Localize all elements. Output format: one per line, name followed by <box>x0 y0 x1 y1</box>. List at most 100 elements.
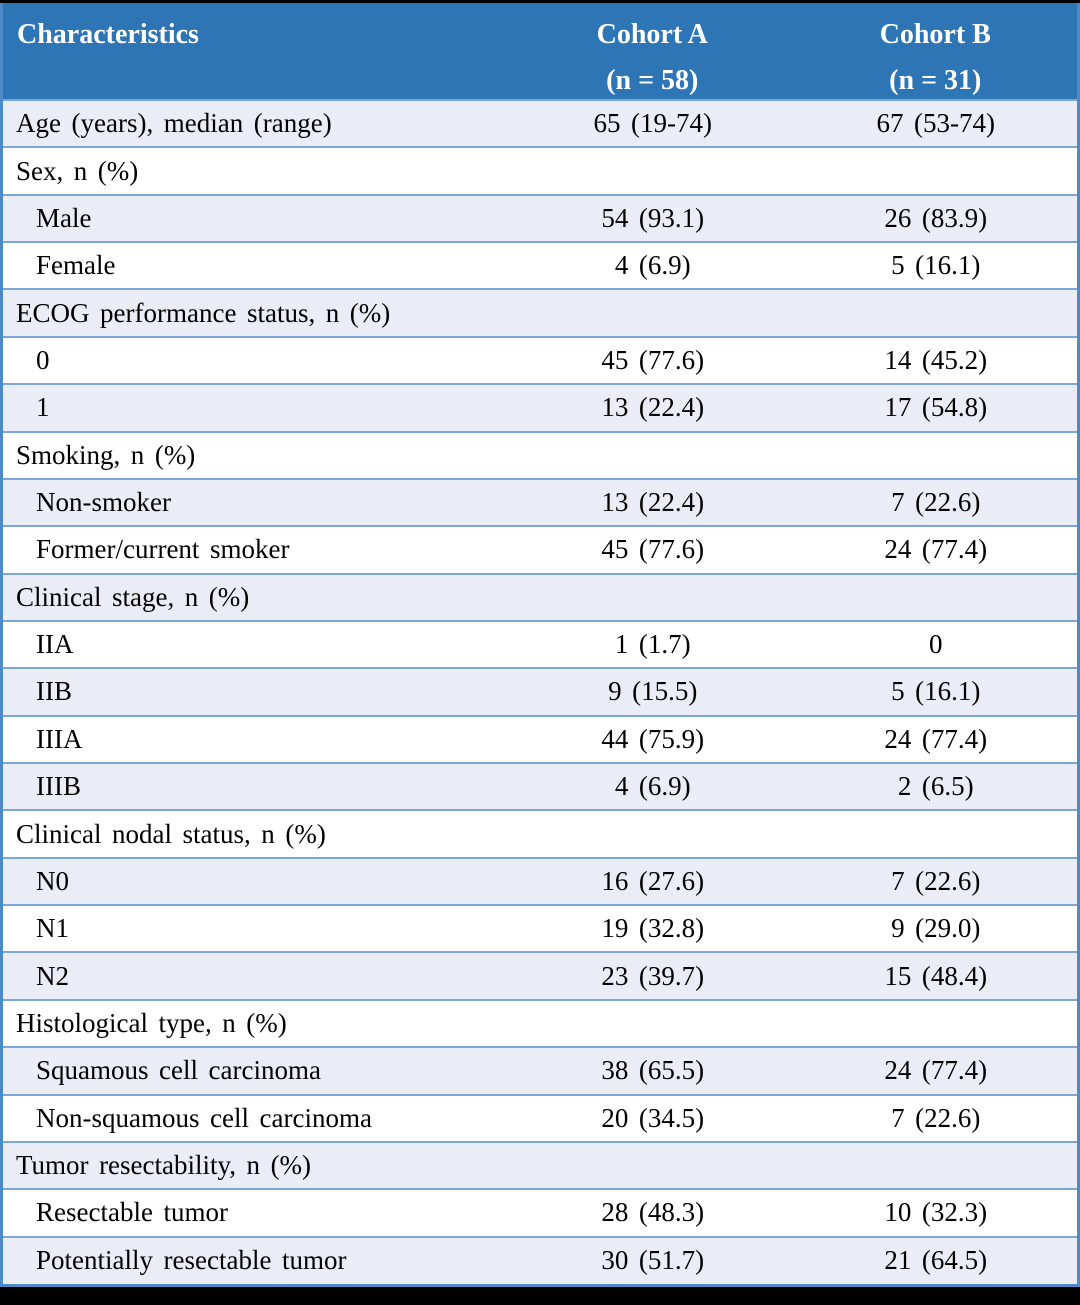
cohort-b-value: 24 (77.4) <box>794 714 1077 764</box>
cohort-a-title: Cohort A <box>596 19 708 50</box>
row-label: Potentially resectable tumor <box>3 1235 511 1284</box>
cohort-b-value: 26 (83.9) <box>794 193 1077 243</box>
cohort-b-n: (n = 31) <box>889 65 982 96</box>
cohort-a-value: 38 (65.5) <box>511 1046 795 1095</box>
cohort-b-value: 2 (6.5) <box>794 762 1077 811</box>
cohort-a-value: 4 (6.9) <box>511 762 795 811</box>
cohort-b-value: 5 (16.1) <box>794 241 1077 290</box>
table-row: Former/current smoker 45 (77.6) 24 (77.4) <box>3 525 1077 574</box>
row-label: IIIA <box>3 714 511 764</box>
row-label: Resectable tumor <box>3 1188 511 1237</box>
cohort-a-value: 20 (34.5) <box>511 1093 795 1142</box>
characteristics-table: Characteristics Cohort A (n = 58) Cohort… <box>3 3 1077 1284</box>
table-row: 0 45 (77.6) 14 (45.2) <box>3 335 1077 385</box>
cohort-a-value: 13 (22.4) <box>511 477 795 527</box>
cohort-a-value: 54 (93.1) <box>511 193 795 243</box>
row-label: Male <box>3 193 511 243</box>
cohort-b-value <box>794 998 1077 1048</box>
table-header: Characteristics Cohort A (n = 58) Cohort… <box>3 3 1077 100</box>
table-row: N0 16 (27.6) 7 (22.6) <box>3 856 1077 906</box>
row-label: IIIB <box>3 762 511 811</box>
row-label: 1 <box>3 383 511 432</box>
row-label: Non-squamous cell carcinoma <box>3 1093 511 1142</box>
cohort-a-value: 44 (75.9) <box>511 714 795 764</box>
cohort-b-value: 7 (22.6) <box>794 477 1077 527</box>
table-row: Squamous cell carcinoma 38 (65.5) 24 (77.4… <box>3 1046 1077 1095</box>
cohort-b-value: 67 (53-74) <box>794 98 1077 148</box>
cohort-a-value <box>511 430 795 479</box>
table-row: IIIA 44 (75.9) 24 (77.4) <box>3 714 1077 764</box>
table-row: IIIB 4 (6.9) 2 (6.5) <box>3 762 1077 811</box>
table-row: Non-smoker 13 (22.4) 7 (22.6) <box>3 477 1077 527</box>
cohort-a-value: 45 (77.6) <box>511 335 795 385</box>
cohort-a-value <box>511 1140 795 1190</box>
table-row: N1 19 (32.8) 9 (29.0) <box>3 904 1077 953</box>
header-cohort-a: Cohort A (n = 58) <box>511 3 795 100</box>
table-row: Age (years), median (range) 65 (19-74) 67 … <box>3 98 1077 148</box>
row-label: Female <box>3 241 511 290</box>
cohort-b-value: 5 (16.1) <box>794 667 1077 716</box>
cohort-b-value <box>794 146 1077 195</box>
cohort-a-n: (n = 58) <box>606 65 699 96</box>
cohort-a-value: 4 (6.9) <box>511 241 795 290</box>
row-label: Sex, n (%) <box>3 146 511 195</box>
cohort-b-value: 0 <box>794 619 1077 669</box>
row-label: Clinical nodal status, n (%) <box>3 809 511 858</box>
table-row: Resectable tumor 28 (48.3) 10 (32.3) <box>3 1188 1077 1237</box>
cohort-a-value: 13 (22.4) <box>511 383 795 432</box>
row-label: N0 <box>3 856 511 906</box>
table-row: Potentially resectable tumor 30 (51.7) 21 … <box>3 1235 1077 1284</box>
row-label: Smoking, n (%) <box>3 430 511 479</box>
cohort-b-value: 9 (29.0) <box>794 904 1077 953</box>
cohort-b-value <box>794 809 1077 858</box>
cohort-a-value <box>511 146 795 195</box>
header-cohort-b: Cohort B (n = 31) <box>794 3 1077 100</box>
row-label: Tumor resectability, n (%) <box>3 1140 511 1190</box>
cohort-a-value: 1 (1.7) <box>511 619 795 669</box>
table-row: IIB 9 (15.5) 5 (16.1) <box>3 667 1077 716</box>
cohort-b-value <box>794 430 1077 479</box>
row-label: Non-smoker <box>3 477 511 527</box>
cohort-a-value: 23 (39.7) <box>511 951 795 1000</box>
cohort-b-value: 24 (77.4) <box>794 525 1077 574</box>
table-row: N2 23 (39.7) 15 (48.4) <box>3 951 1077 1000</box>
table-row: Non-squamous cell carcinoma 20 (34.5) 7 (2… <box>3 1093 1077 1142</box>
cohort-b-value <box>794 572 1077 621</box>
row-label: ECOG performance status, n (%) <box>3 288 511 337</box>
table-row: Tumor resectability, n (%) <box>3 1140 1077 1190</box>
row-label: Histological type, n (%) <box>3 998 511 1048</box>
cohort-a-value: 28 (48.3) <box>511 1188 795 1237</box>
cohort-b-value: 24 (77.4) <box>794 1046 1077 1095</box>
cohort-b-title: Cohort B <box>879 19 991 50</box>
cohort-b-value: 14 (45.2) <box>794 335 1077 385</box>
table-row: Clinical stage, n (%) <box>3 572 1077 621</box>
table-row: Histological type, n (%) <box>3 998 1077 1048</box>
baseline-characteristics-table: Characteristics Cohort A (n = 58) Cohort… <box>0 3 1080 1287</box>
row-label: IIA <box>3 619 511 669</box>
table-row: 1 13 (22.4) 17 (54.8) <box>3 383 1077 432</box>
cohort-a-value: 16 (27.6) <box>511 856 795 906</box>
cohort-a-value <box>511 998 795 1048</box>
row-label: N2 <box>3 951 511 1000</box>
table-row: Male 54 (93.1) 26 (83.9) <box>3 193 1077 243</box>
table-row: Smoking, n (%) <box>3 430 1077 479</box>
table-row: ECOG performance status, n (%) <box>3 288 1077 337</box>
table-body: Age (years), median (range) 65 (19-74) 67 … <box>3 98 1077 1284</box>
table-row: IIA 1 (1.7) 0 <box>3 619 1077 669</box>
row-label: IIB <box>3 667 511 716</box>
cohort-a-value: 45 (77.6) <box>511 525 795 574</box>
cohort-a-value <box>511 572 795 621</box>
table-row: Clinical nodal status, n (%) <box>3 809 1077 858</box>
cohort-a-value <box>511 809 795 858</box>
row-label: Squamous cell carcinoma <box>3 1046 511 1095</box>
cohort-b-value <box>794 288 1077 337</box>
cohort-b-value: 7 (22.6) <box>794 856 1077 906</box>
cohort-b-value: 17 (54.8) <box>794 383 1077 432</box>
header-row: Characteristics Cohort A (n = 58) Cohort… <box>3 3 1077 100</box>
cohort-b-value <box>794 1140 1077 1190</box>
cohort-b-value: 7 (22.6) <box>794 1093 1077 1142</box>
cohort-a-value: 30 (51.7) <box>511 1235 795 1284</box>
row-label: N1 <box>3 904 511 953</box>
table-row: Female 4 (6.9) 5 (16.1) <box>3 241 1077 290</box>
